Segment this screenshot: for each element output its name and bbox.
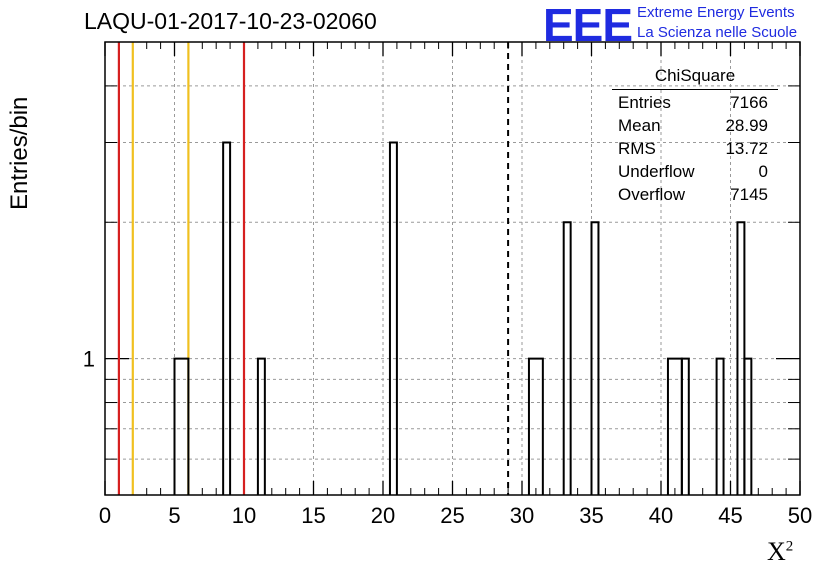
stats-label: Underflow xyxy=(618,162,695,181)
x-tick-label: 35 xyxy=(579,503,603,528)
histogram-bar xyxy=(562,221,572,495)
logo-line-1: Extreme Energy Events xyxy=(637,4,795,21)
x-axis-label-exponent: 2 xyxy=(785,538,794,555)
stats-value: 13.72 xyxy=(725,139,768,158)
y-tick-labels: 1 xyxy=(83,347,95,372)
stats-label: Entries xyxy=(618,93,671,112)
stats-value: 0 xyxy=(758,162,768,181)
histogram-bars xyxy=(173,141,753,495)
x-tick-label: 20 xyxy=(371,503,395,528)
x-tick-label: 25 xyxy=(440,503,464,528)
y-tick-label: 1 xyxy=(83,347,95,372)
x-tick-label: 10 xyxy=(232,503,256,528)
histogram-bar xyxy=(527,357,544,495)
histogram-bar xyxy=(743,357,753,495)
x-axis-label: X2 xyxy=(767,537,793,567)
histogram-bar xyxy=(680,357,690,495)
histogram-bar xyxy=(388,141,398,495)
x-tick-labels: 0 5 10 15 20 25 30 35 40 45 50 xyxy=(99,503,812,528)
x-tick-label: 40 xyxy=(649,503,673,528)
x-tick-label: 0 xyxy=(99,503,111,528)
plot-frame xyxy=(104,41,801,496)
stats-value: 28.99 xyxy=(725,116,768,135)
histogram-bar xyxy=(715,357,725,495)
histogram-bar xyxy=(590,221,600,495)
histogram-bar xyxy=(256,357,266,495)
stats-value: 7166 xyxy=(730,93,768,112)
histogram-bar xyxy=(222,141,232,495)
stats-divider xyxy=(612,89,778,90)
stats-label: RMS xyxy=(618,139,656,158)
stats-label: Mean xyxy=(618,116,661,135)
x-tick-label: 50 xyxy=(788,503,812,528)
x-axis-label-symbol: X xyxy=(767,537,786,566)
stats-title: ChiSquare xyxy=(654,66,736,85)
stats-box: ChiSquare Entries 7166 Mean 28.99 RMS 13… xyxy=(612,66,778,210)
stats-value: 7145 xyxy=(730,185,768,204)
grid-lines xyxy=(105,42,800,495)
x-tick-label: 15 xyxy=(301,503,325,528)
histogram-bar xyxy=(173,357,190,495)
x-tick-label: 5 xyxy=(168,503,180,528)
chart-title: LAQU-01-2017-10-23-02060 xyxy=(84,8,377,34)
stats-label: Overflow xyxy=(618,185,686,204)
x-tick-label: 30 xyxy=(510,503,534,528)
logo-line-2: La Scienza nelle Scuole xyxy=(637,24,798,41)
x-tick-label: 45 xyxy=(718,503,742,528)
